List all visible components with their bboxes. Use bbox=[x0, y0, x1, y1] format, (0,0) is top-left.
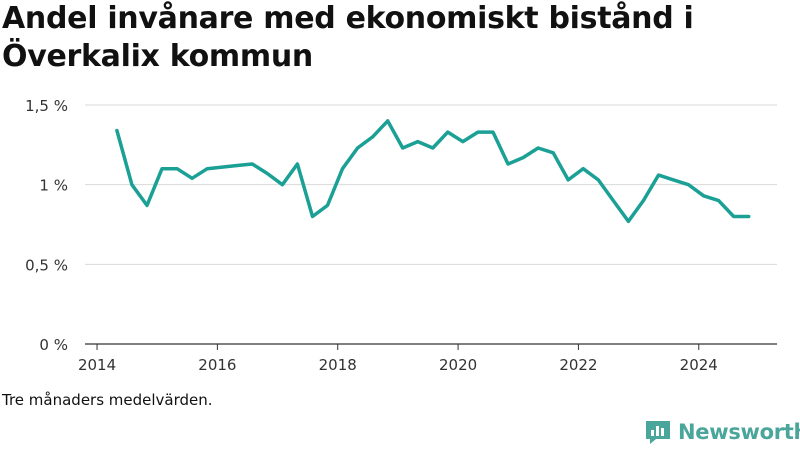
x-tick-label: 2022 bbox=[559, 356, 597, 374]
brand: Newsworthy bbox=[644, 419, 800, 445]
newsworthy-logo-icon bbox=[646, 421, 670, 444]
y-axis: 0 % 0,5 % 1 % 1,5 % bbox=[25, 97, 68, 354]
x-axis: 2014 2016 2018 2020 2022 2024 bbox=[78, 344, 718, 374]
x-tick-label: 2024 bbox=[680, 356, 718, 374]
y-tick-label: 1,5 % bbox=[25, 97, 68, 115]
x-tick-label: 2018 bbox=[319, 356, 357, 374]
series-line bbox=[115, 119, 751, 224]
x-tick-label: 2014 bbox=[78, 356, 116, 374]
brand-name: Newsworthy bbox=[678, 420, 800, 444]
chart-title: Andel invånare med ekonomiskt bistånd i … bbox=[2, 1, 694, 74]
chart-caption: Tre månaders medelvärden. bbox=[2, 391, 213, 409]
y-tick-label: 0 % bbox=[39, 336, 68, 354]
x-tick-label: 2020 bbox=[439, 356, 477, 374]
gridlines bbox=[85, 104, 777, 345]
x-tick-label: 2016 bbox=[198, 356, 236, 374]
y-tick-label: 0,5 % bbox=[25, 256, 68, 274]
series-group bbox=[115, 119, 751, 224]
y-tick-label: 1 % bbox=[39, 177, 68, 195]
